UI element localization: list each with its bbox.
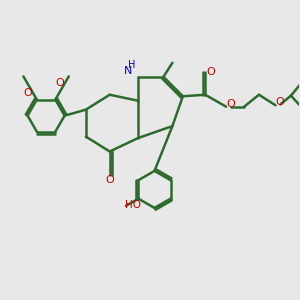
Text: O: O xyxy=(55,78,64,88)
Text: H: H xyxy=(128,61,135,70)
Text: HO: HO xyxy=(125,200,142,210)
Text: N: N xyxy=(124,67,133,76)
Text: O: O xyxy=(206,67,215,77)
Text: O: O xyxy=(105,175,114,185)
Text: O: O xyxy=(23,88,32,98)
Text: O: O xyxy=(275,97,284,107)
Text: O: O xyxy=(226,99,235,109)
